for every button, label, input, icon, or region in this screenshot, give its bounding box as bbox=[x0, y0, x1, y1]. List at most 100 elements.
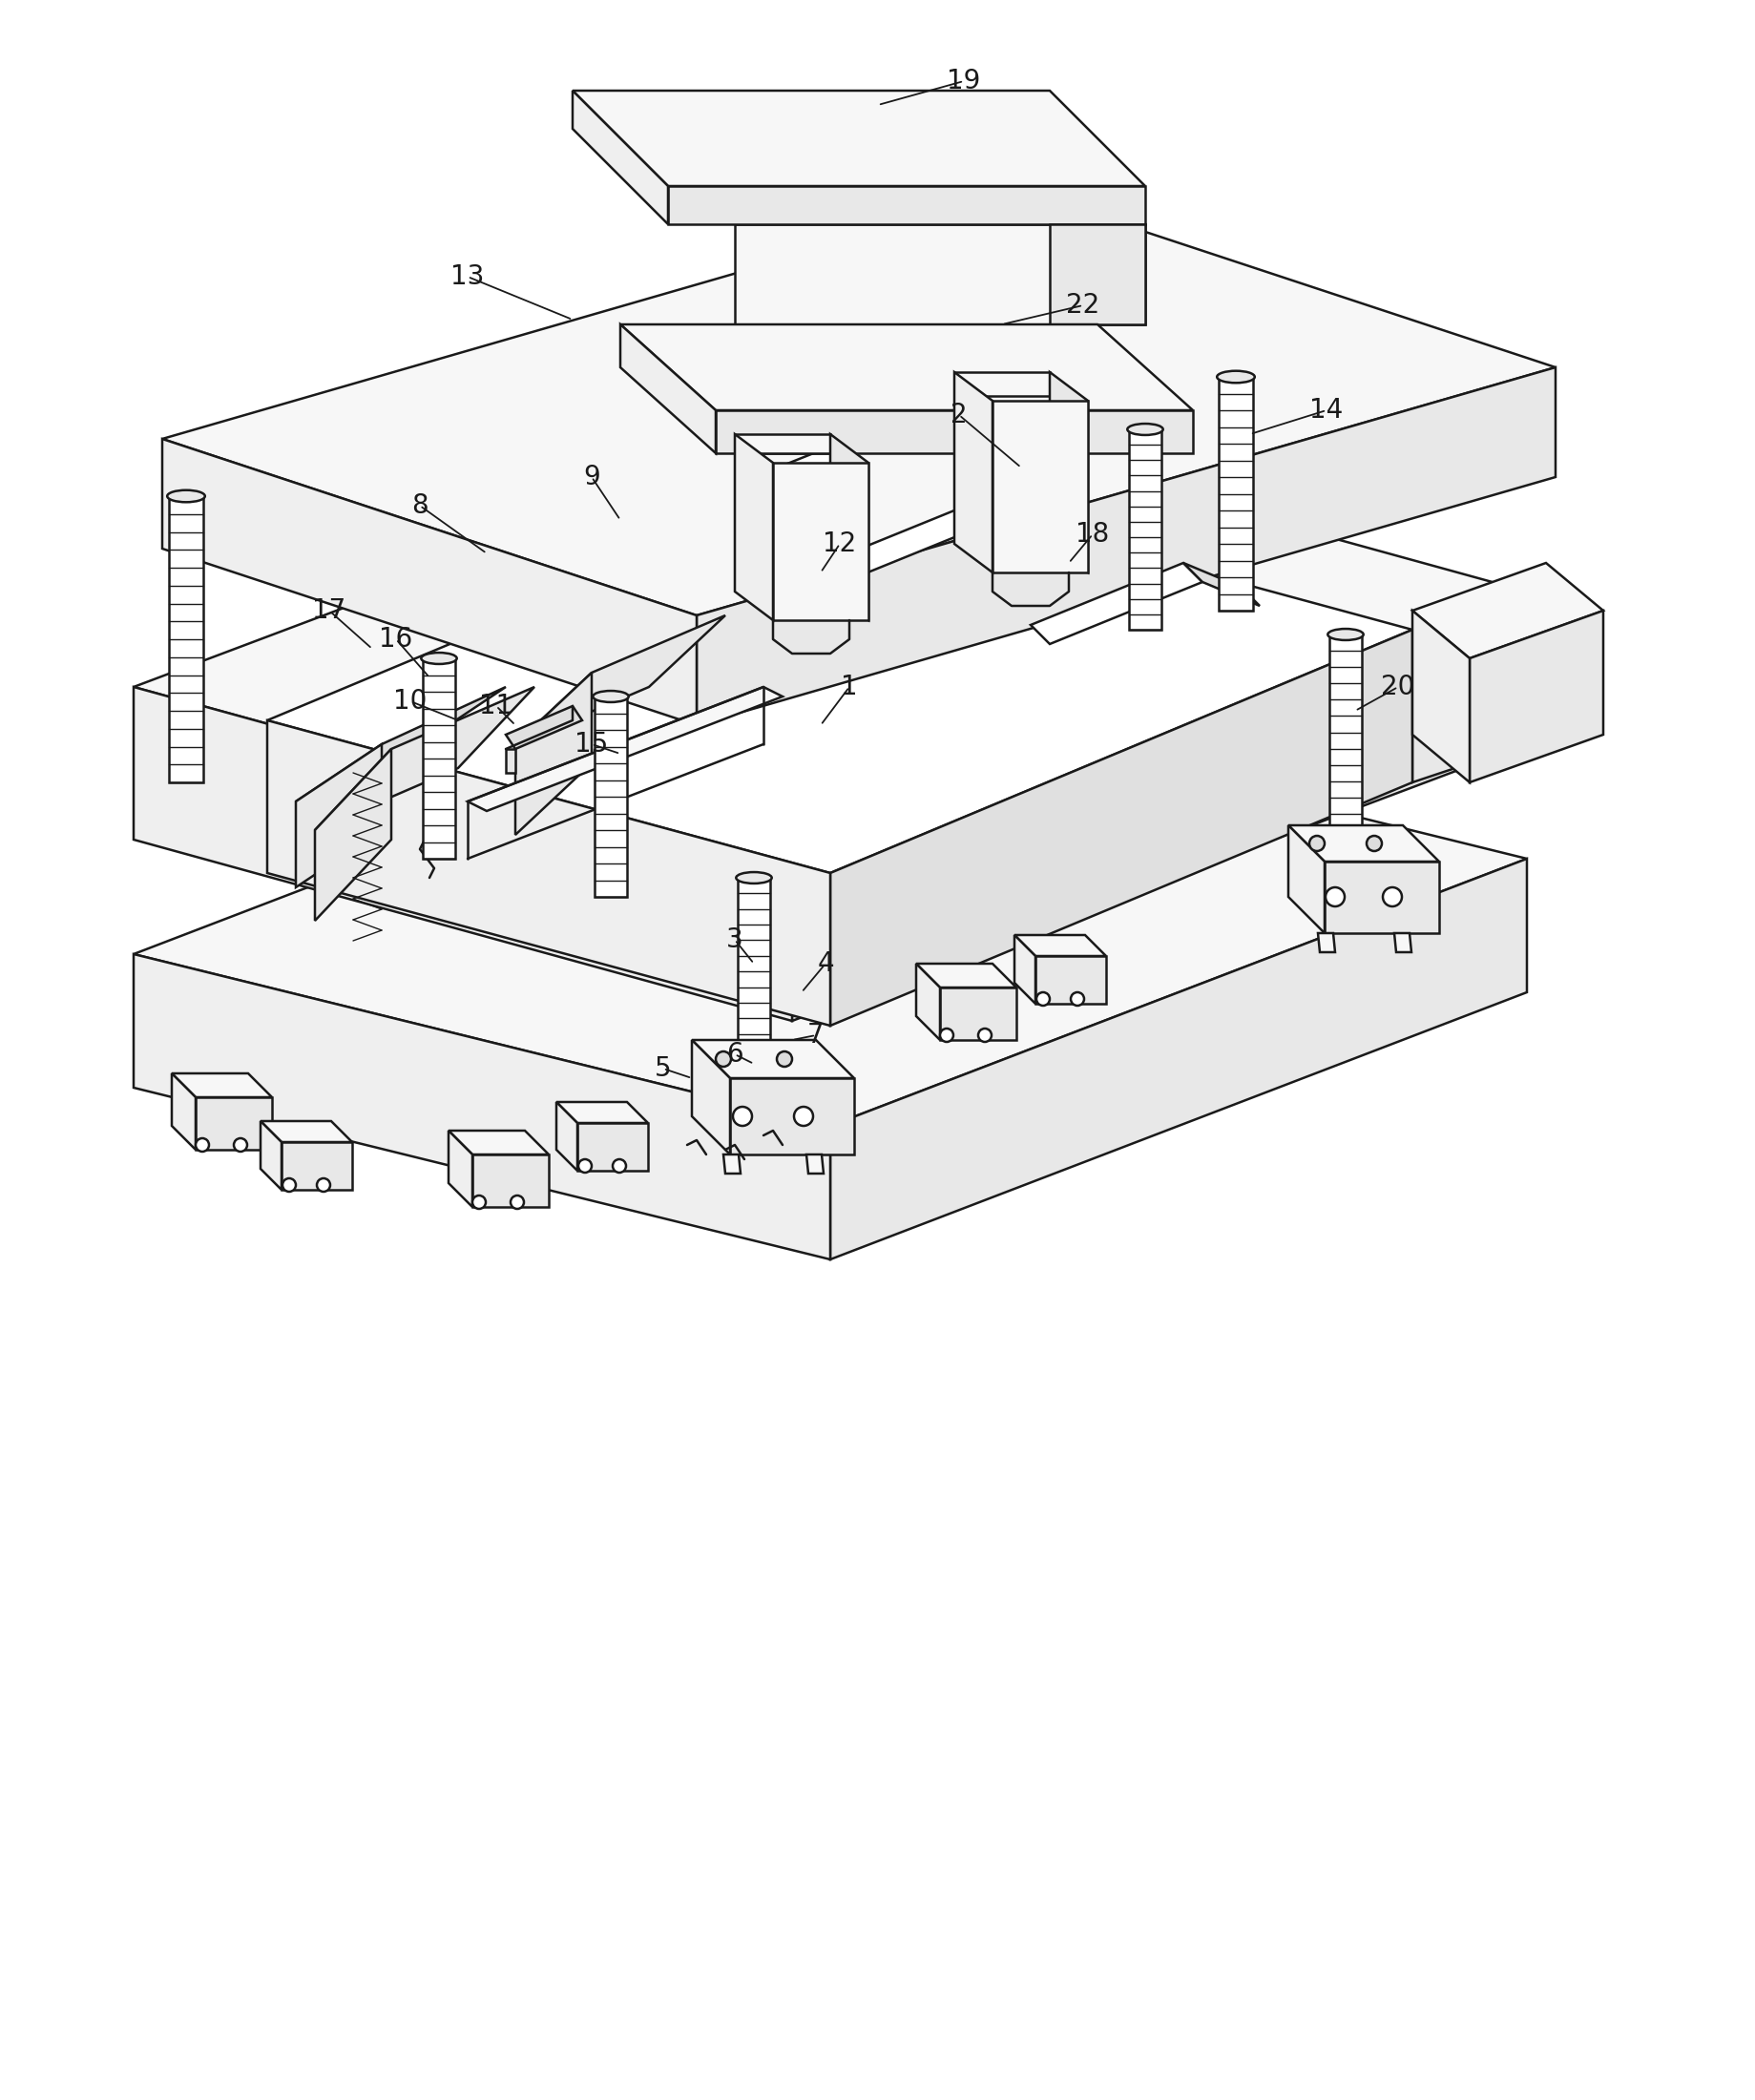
Polygon shape bbox=[723, 1155, 741, 1174]
Polygon shape bbox=[295, 687, 505, 802]
Polygon shape bbox=[577, 1124, 648, 1170]
Polygon shape bbox=[505, 706, 583, 750]
Polygon shape bbox=[295, 743, 381, 888]
Ellipse shape bbox=[1327, 628, 1362, 640]
Text: 12: 12 bbox=[823, 531, 856, 556]
Text: 13: 13 bbox=[451, 262, 484, 290]
Polygon shape bbox=[423, 657, 455, 859]
Text: 22: 22 bbox=[1065, 292, 1099, 319]
Polygon shape bbox=[267, 477, 1411, 874]
Text: 2: 2 bbox=[949, 401, 967, 428]
Polygon shape bbox=[448, 1130, 548, 1155]
Polygon shape bbox=[572, 90, 1144, 187]
Circle shape bbox=[283, 1178, 295, 1191]
Polygon shape bbox=[1411, 592, 1527, 783]
Polygon shape bbox=[505, 750, 514, 773]
Polygon shape bbox=[1411, 611, 1469, 783]
Text: 14: 14 bbox=[1309, 397, 1343, 424]
Circle shape bbox=[316, 1178, 330, 1191]
Polygon shape bbox=[472, 1155, 548, 1208]
Polygon shape bbox=[737, 878, 770, 1050]
Ellipse shape bbox=[593, 691, 628, 701]
Polygon shape bbox=[1329, 634, 1362, 830]
Polygon shape bbox=[281, 1142, 353, 1191]
Polygon shape bbox=[260, 1121, 281, 1191]
Circle shape bbox=[511, 1195, 523, 1210]
Polygon shape bbox=[1288, 825, 1439, 861]
Text: 4: 4 bbox=[816, 951, 834, 977]
Polygon shape bbox=[734, 225, 1144, 323]
Polygon shape bbox=[595, 697, 627, 897]
Polygon shape bbox=[691, 1040, 853, 1077]
Polygon shape bbox=[1218, 376, 1253, 611]
Polygon shape bbox=[1469, 611, 1602, 783]
Polygon shape bbox=[734, 435, 830, 454]
Circle shape bbox=[978, 1029, 992, 1042]
Polygon shape bbox=[691, 1040, 730, 1155]
Polygon shape bbox=[314, 750, 391, 920]
Text: 10: 10 bbox=[393, 689, 426, 714]
Text: 5: 5 bbox=[655, 1054, 672, 1082]
Polygon shape bbox=[953, 372, 1049, 397]
Polygon shape bbox=[1411, 563, 1602, 657]
Polygon shape bbox=[772, 462, 869, 620]
Polygon shape bbox=[1014, 935, 1035, 1004]
Circle shape bbox=[716, 1052, 730, 1067]
Polygon shape bbox=[1318, 932, 1334, 951]
Polygon shape bbox=[953, 372, 992, 573]
Circle shape bbox=[793, 1107, 813, 1126]
Polygon shape bbox=[916, 964, 939, 1040]
Polygon shape bbox=[734, 435, 772, 620]
Circle shape bbox=[732, 1107, 751, 1126]
Polygon shape bbox=[572, 90, 667, 225]
Text: 19: 19 bbox=[946, 67, 981, 94]
Polygon shape bbox=[697, 367, 1555, 724]
Circle shape bbox=[472, 1195, 486, 1210]
Text: 3: 3 bbox=[727, 926, 742, 953]
Circle shape bbox=[939, 1029, 953, 1042]
Polygon shape bbox=[916, 964, 1016, 987]
Polygon shape bbox=[620, 323, 716, 454]
Polygon shape bbox=[1183, 563, 1258, 607]
Polygon shape bbox=[753, 439, 849, 573]
Text: 7: 7 bbox=[807, 1023, 823, 1048]
Polygon shape bbox=[267, 720, 830, 1025]
Polygon shape bbox=[802, 510, 972, 592]
Polygon shape bbox=[830, 630, 1411, 1025]
Circle shape bbox=[1365, 836, 1381, 851]
Polygon shape bbox=[830, 435, 869, 620]
Polygon shape bbox=[1323, 861, 1439, 932]
Polygon shape bbox=[963, 382, 1058, 514]
Polygon shape bbox=[467, 687, 783, 811]
Polygon shape bbox=[172, 1073, 195, 1149]
Circle shape bbox=[577, 1159, 591, 1172]
Ellipse shape bbox=[1216, 372, 1255, 382]
Polygon shape bbox=[195, 1096, 272, 1149]
Polygon shape bbox=[133, 410, 1527, 867]
Circle shape bbox=[1071, 993, 1083, 1006]
Polygon shape bbox=[556, 1103, 577, 1170]
Polygon shape bbox=[716, 410, 1192, 454]
Polygon shape bbox=[667, 187, 1144, 225]
Circle shape bbox=[612, 1159, 627, 1172]
Text: 1: 1 bbox=[841, 674, 856, 699]
Polygon shape bbox=[953, 510, 1030, 554]
Text: 20: 20 bbox=[1381, 674, 1415, 699]
Polygon shape bbox=[830, 859, 1527, 1260]
Polygon shape bbox=[161, 191, 1555, 615]
Circle shape bbox=[776, 1052, 792, 1067]
Polygon shape bbox=[1288, 825, 1323, 932]
Text: 18: 18 bbox=[1076, 521, 1109, 548]
Polygon shape bbox=[1035, 956, 1106, 1004]
Polygon shape bbox=[1128, 428, 1160, 630]
Polygon shape bbox=[1393, 932, 1411, 951]
Polygon shape bbox=[168, 496, 204, 783]
Text: 8: 8 bbox=[411, 491, 428, 519]
Polygon shape bbox=[1014, 935, 1106, 956]
Text: 17: 17 bbox=[312, 596, 346, 624]
Polygon shape bbox=[1049, 225, 1144, 323]
Polygon shape bbox=[992, 401, 1088, 573]
Polygon shape bbox=[133, 687, 1527, 1126]
Polygon shape bbox=[514, 615, 725, 743]
Text: 15: 15 bbox=[574, 731, 609, 758]
